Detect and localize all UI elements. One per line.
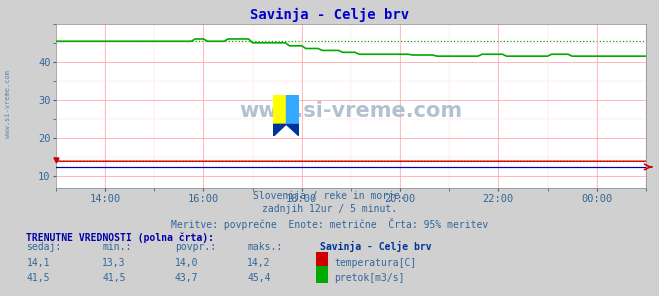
Text: TRENUTNE VREDNOSTI (polna črta):: TRENUTNE VREDNOSTI (polna črta): <box>26 232 214 243</box>
Bar <box>286 95 299 124</box>
Polygon shape <box>273 124 286 136</box>
Text: 45,4: 45,4 <box>247 273 271 283</box>
Text: 14,1: 14,1 <box>26 258 50 268</box>
Text: temperatura[C]: temperatura[C] <box>334 258 416 268</box>
Bar <box>273 95 286 124</box>
Text: 41,5: 41,5 <box>102 273 126 283</box>
Text: maks.:: maks.: <box>247 242 282 252</box>
Text: 14,0: 14,0 <box>175 258 198 268</box>
Text: Slovenija / reke in morje.: Slovenija / reke in morje. <box>253 191 406 201</box>
Polygon shape <box>286 124 299 136</box>
Text: pretok[m3/s]: pretok[m3/s] <box>334 273 405 283</box>
Text: 14,2: 14,2 <box>247 258 271 268</box>
Text: Savinja - Celje brv: Savinja - Celje brv <box>320 241 431 252</box>
Text: 43,7: 43,7 <box>175 273 198 283</box>
Text: www.si-vreme.com: www.si-vreme.com <box>5 70 11 138</box>
Text: 13,3: 13,3 <box>102 258 126 268</box>
Text: Savinja - Celje brv: Savinja - Celje brv <box>250 7 409 22</box>
Text: min.:: min.: <box>102 242 132 252</box>
Text: sedaj:: sedaj: <box>26 242 61 252</box>
Text: Meritve: povprečne  Enote: metrične  Črta: 95% meritev: Meritve: povprečne Enote: metrične Črta:… <box>171 218 488 230</box>
Text: zadnjih 12ur / 5 minut.: zadnjih 12ur / 5 minut. <box>262 204 397 214</box>
Text: povpr.:: povpr.: <box>175 242 215 252</box>
Text: 41,5: 41,5 <box>26 273 50 283</box>
Text: www.si-vreme.com: www.si-vreme.com <box>239 101 463 121</box>
